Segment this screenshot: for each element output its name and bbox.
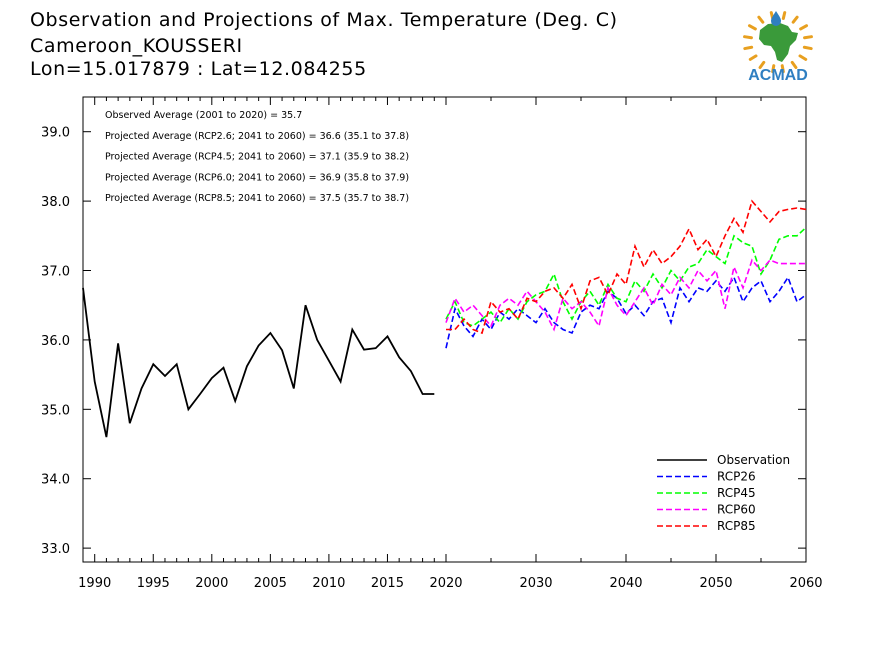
sun-ray <box>781 11 787 20</box>
x-tick-label: 2030 <box>519 576 552 591</box>
y-tick-label: 35.0 <box>41 403 70 418</box>
logo-text: ACMAD <box>748 67 808 84</box>
sun-ray <box>799 24 809 31</box>
y-tick-label: 33.0 <box>41 542 70 557</box>
axes: 33.0 34.0 35.0 36.0 37.0 38.0 39.0 1990 1995 2000… <box>41 97 823 591</box>
series-line-rcp45 <box>445 226 807 327</box>
legend-label: Observation <box>717 453 790 467</box>
x-tick-label: 2050 <box>699 576 732 591</box>
x-tick-label: 2020 <box>429 576 462 591</box>
x-tick-label: 2000 <box>195 576 228 591</box>
x-tick-label: 1990 <box>78 576 111 591</box>
location-name: Cameroon_KOUSSERI <box>30 35 243 57</box>
legend-label: RCP85 <box>717 519 756 533</box>
acmad-logo-graphic: ACMAD <box>743 11 813 84</box>
plot-frame <box>82 96 807 563</box>
africa-map-icon <box>759 23 798 62</box>
x-tick-label: 2040 <box>609 576 642 591</box>
series-line-observation <box>82 287 435 438</box>
water-drop-icon <box>771 11 781 26</box>
legend-label: RCP26 <box>717 470 756 484</box>
sun-rays-icon <box>743 11 813 74</box>
sun-ray <box>798 54 808 61</box>
sun-ray <box>803 35 813 40</box>
y-tick-label: 37.0 <box>41 265 70 280</box>
y-tick-label: 36.0 <box>41 334 70 349</box>
x-tick-label: 1995 <box>137 576 170 591</box>
annotations: Observed Average (2001 to 2020) = 35.7 Pr… <box>105 110 409 204</box>
legend: Observation RCP26 RCP45 RCP60 RCP85 <box>657 453 790 533</box>
sun-ray <box>780 64 785 74</box>
acmad-logo: ACMAD <box>738 8 818 84</box>
legend-label: RCP45 <box>717 486 756 500</box>
x-tick-label: 2060 <box>789 576 822 591</box>
sun-ray <box>747 24 757 31</box>
annotation-text: Projected Average (RCP6.0; 2041 to 2060)… <box>105 172 409 183</box>
series-line-rcp26 <box>445 275 807 349</box>
chart-title: Observation and Projections of Max. Temp… <box>30 9 618 31</box>
sun-ray <box>748 54 758 61</box>
annotation-text: Projected Average (RCP8.5; 2041 to 2060)… <box>105 193 409 204</box>
series-line-rcp60 <box>445 258 806 332</box>
annotation-text: Observed Average (2001 to 2020) = 35.7 <box>105 110 302 121</box>
legend-label: RCP60 <box>717 503 756 517</box>
sun-ray <box>743 35 753 40</box>
y-tick-label: 38.0 <box>41 195 70 210</box>
x-tick-label: 2010 <box>312 576 345 591</box>
sun-ray <box>790 60 798 69</box>
sun-ray <box>757 15 765 24</box>
sun-ray <box>771 64 776 74</box>
sun-ray <box>802 45 813 51</box>
series-group <box>82 199 807 438</box>
x-tick-label: 2015 <box>371 576 404 591</box>
x-tick-label: 2005 <box>254 576 287 591</box>
y-tick-label: 34.0 <box>41 473 70 488</box>
annotation-text: Projected Average (RCP4.5; 2041 to 2060)… <box>105 152 409 163</box>
annotation-text: Projected Average (RCP2.6; 2041 to 2060)… <box>105 131 409 142</box>
sun-ray <box>758 60 766 69</box>
coordinates: Lon=15.017879 : Lat=12.084255 <box>30 58 367 80</box>
series-line-rcp85 <box>446 199 807 335</box>
sun-ray <box>743 45 754 51</box>
sun-ray <box>791 15 799 24</box>
y-tick-label: 39.0 <box>41 126 70 141</box>
